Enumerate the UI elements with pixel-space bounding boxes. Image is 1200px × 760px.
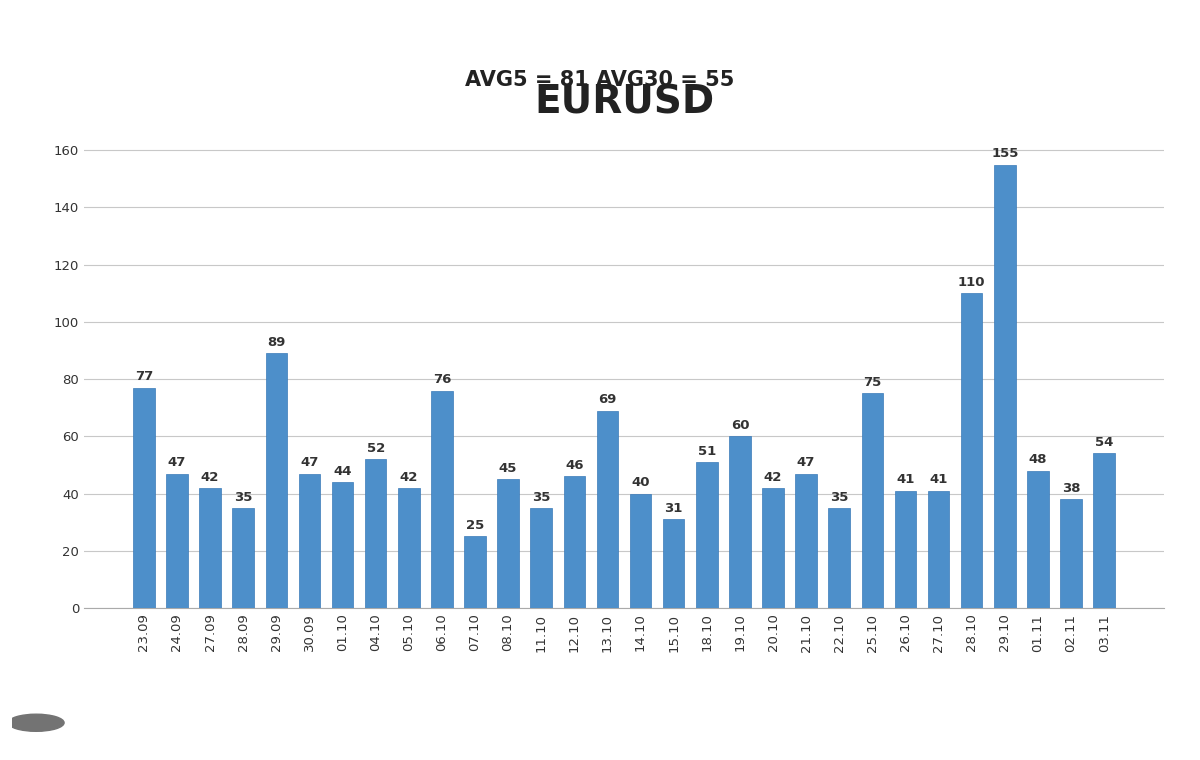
Text: 54: 54 (1094, 436, 1114, 449)
Text: Instant Forex Trading: Instant Forex Trading (86, 732, 168, 741)
Text: 77: 77 (134, 370, 152, 383)
Circle shape (0, 707, 89, 739)
Bar (398, 488, 420, 608)
Bar (497, 480, 518, 608)
Text: 25: 25 (466, 519, 484, 532)
Bar (596, 410, 618, 608)
Text: 75: 75 (863, 376, 882, 389)
Bar (994, 164, 1015, 608)
Text: 44: 44 (334, 465, 352, 478)
Bar (530, 508, 552, 608)
Bar (961, 293, 983, 608)
Bar (331, 482, 353, 608)
Bar (828, 508, 850, 608)
Text: 47: 47 (797, 456, 815, 469)
Text: 35: 35 (830, 490, 848, 504)
Text: 48: 48 (1028, 454, 1048, 467)
Text: 42: 42 (764, 470, 782, 483)
Bar (431, 391, 452, 608)
Bar (1093, 454, 1115, 608)
Bar (730, 436, 751, 608)
Title: EURUSD: EURUSD (534, 84, 714, 122)
Bar (199, 488, 221, 608)
Text: 31: 31 (665, 502, 683, 515)
Bar (564, 477, 586, 608)
Bar (895, 491, 917, 608)
Bar (365, 459, 386, 608)
Text: 89: 89 (268, 336, 286, 349)
Text: 47: 47 (168, 456, 186, 469)
Bar (762, 488, 784, 608)
Text: 76: 76 (433, 373, 451, 386)
Text: AVG5 = 81 AVG30 = 55: AVG5 = 81 AVG30 = 55 (466, 70, 734, 90)
Text: 155: 155 (991, 147, 1019, 160)
Text: instaforex: instaforex (91, 711, 163, 724)
Bar (662, 519, 684, 608)
Circle shape (8, 714, 64, 731)
Bar (1061, 499, 1081, 608)
Text: 38: 38 (1062, 482, 1080, 495)
Text: 40: 40 (631, 477, 650, 489)
Text: 42: 42 (400, 470, 418, 483)
Bar (696, 462, 718, 608)
Bar (928, 491, 949, 608)
Text: 110: 110 (958, 276, 985, 289)
Bar (796, 473, 817, 608)
Bar (299, 473, 320, 608)
Text: 60: 60 (731, 419, 749, 432)
Text: 45: 45 (499, 462, 517, 475)
Bar (862, 394, 883, 608)
Bar (1027, 470, 1049, 608)
Text: 35: 35 (532, 490, 551, 504)
Text: 51: 51 (697, 445, 716, 458)
Bar (464, 537, 486, 608)
Text: 41: 41 (896, 473, 914, 486)
Text: 69: 69 (599, 393, 617, 407)
Bar (233, 508, 254, 608)
Text: 46: 46 (565, 459, 583, 472)
Bar (265, 353, 287, 608)
Text: 41: 41 (929, 473, 948, 486)
Bar (630, 493, 652, 608)
Bar (167, 473, 187, 608)
Text: 35: 35 (234, 490, 252, 504)
Bar (133, 388, 155, 608)
Text: 47: 47 (300, 456, 319, 469)
Text: 42: 42 (200, 470, 220, 483)
Text: 52: 52 (366, 442, 385, 455)
